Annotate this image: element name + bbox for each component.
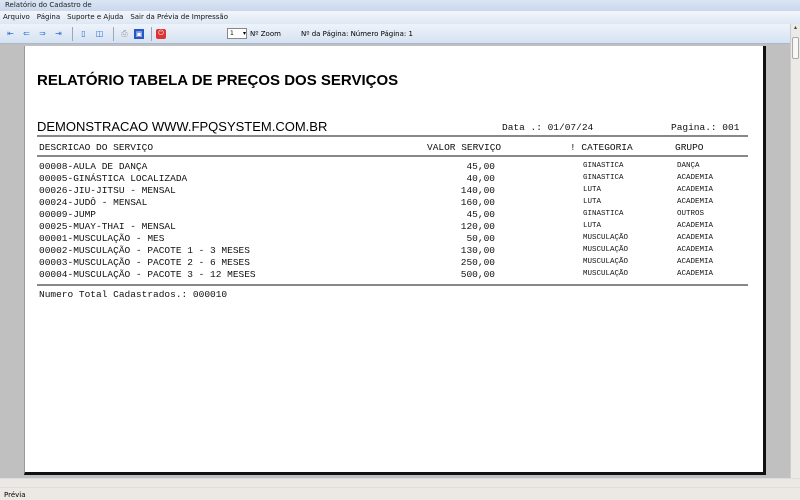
first-page-icon[interactable]: ⇤ (7, 29, 14, 38)
two-pages-icon[interactable]: ◫ (95, 29, 104, 38)
row-grupo: ACADEMIA (677, 246, 714, 254)
row-valor: 45,00 (466, 209, 495, 220)
horizontal-scrollbar[interactable] (0, 478, 800, 487)
zoom-value: 1 (230, 30, 234, 37)
report-page-number: Pagina.: 001 (671, 122, 740, 133)
row-categoria: LUTA (583, 186, 602, 194)
row-grupo: OUTROS (677, 210, 705, 218)
report-page: RELATÓRIO TABELA DE PREÇOS DOS SERVIÇOS … (24, 46, 766, 475)
row-valor: 140,00 (460, 185, 495, 196)
row-grupo: DANÇA (677, 162, 700, 170)
status-bar: Prévia (0, 487, 800, 500)
header-grupo: GRUPO (675, 142, 704, 153)
row-categoria: GINASTICA (583, 210, 624, 218)
next-page-icon[interactable]: ⇒ (39, 29, 46, 38)
row-desc: 00002-MUSCULAÇÃO - PACOTE 1 - 3 MESES (39, 245, 250, 256)
row-categoria: GINASTICA (583, 162, 624, 170)
row-desc: 00003-MUSCULAÇÃO - PACOTE 2 - 6 MESES (39, 257, 250, 268)
divider (37, 135, 748, 137)
row-categoria: LUTA (583, 198, 602, 206)
scroll-thumb[interactable] (792, 37, 799, 59)
zoom-select[interactable]: 1 ▾ (227, 28, 247, 39)
export-icon[interactable]: ▣ (134, 28, 144, 39)
toolbar: ⇤ ⇐ ⇒ ⇥ ▯ ◫ ⎙ ▣ ⏻ 1 ▾ Nº Zoom Nº da Págin… (0, 24, 800, 44)
row-grupo: ACADEMIA (677, 174, 714, 182)
close-icon[interactable]: ⏻ (156, 28, 166, 39)
divider (37, 155, 748, 157)
row-valor: 40,00 (466, 173, 495, 184)
row-grupo: ACADEMIA (677, 186, 714, 194)
row-categoria: MUSCULAÇÃO (583, 270, 629, 278)
page-number-label: Nº da Página: Número Página: 1 (300, 29, 413, 38)
row-desc: 00005-GINÁSTICA LOCALIZADA (39, 173, 188, 184)
zoom-label: Nº Zoom (250, 29, 281, 38)
separator (72, 26, 73, 41)
menu-bar: Arquivo Página Suporte e Ajuda Sair da P… (0, 11, 800, 24)
separator (151, 26, 152, 41)
chevron-down-icon: ▾ (242, 30, 246, 37)
row-valor: 50,00 (466, 233, 495, 244)
row-grupo: ACADEMIA (677, 198, 714, 206)
report-date: Data .: 01/07/24 (502, 122, 594, 133)
menu-sair[interactable]: Sair da Prévia de Impressão (130, 13, 228, 21)
menu-pagina[interactable]: Página (36, 13, 61, 21)
scroll-up-icon[interactable]: ▴ (793, 24, 797, 31)
header-desc: DESCRICAO DO SERVIÇO (39, 142, 154, 153)
row-valor: 130,00 (460, 245, 495, 256)
row-grupo: ACADEMIA (677, 234, 714, 242)
row-grupo: ACADEMIA (677, 258, 714, 266)
row-desc: 00026-JIU-JITSU - MENSAL (39, 185, 176, 196)
company-name: DEMONSTRACAO WWW.FPQSYSTEM.COM.BR (37, 119, 328, 134)
row-desc: 00009-JUMP (39, 209, 97, 220)
row-grupo: ACADEMIA (677, 222, 714, 230)
row-grupo: ACADEMIA (677, 270, 714, 278)
header-valor: VALOR SERVIÇO (427, 142, 502, 153)
menu-arquivo[interactable]: Arquivo (3, 13, 30, 21)
last-page-icon[interactable]: ⇥ (55, 29, 62, 38)
row-valor: 45,00 (466, 161, 495, 172)
row-categoria: LUTA (583, 222, 602, 230)
print-icon[interactable]: ⎙ (121, 28, 128, 38)
header-categoria: ! CATEGORIA (570, 142, 633, 153)
row-desc: 00008-AULA DE DANÇA (39, 161, 148, 172)
row-categoria: GINASTICA (583, 174, 624, 182)
row-valor: 160,00 (460, 197, 495, 208)
total-count: Numero Total Cadastrados.: 000010 (39, 289, 228, 300)
row-categoria: MUSCULAÇÃO (583, 258, 629, 266)
row-valor: 120,00 (460, 221, 495, 232)
preview-area: RELATÓRIO TABELA DE PREÇOS DOS SERVIÇOS … (0, 44, 790, 478)
window-title: Relatório do Cadastro de (0, 0, 800, 11)
single-page-icon[interactable]: ▯ (81, 29, 86, 38)
row-categoria: MUSCULAÇÃO (583, 246, 629, 254)
row-valor: 500,00 (460, 269, 495, 280)
vertical-scrollbar[interactable]: ▴ (790, 24, 800, 478)
prev-page-icon[interactable]: ⇐ (23, 29, 30, 38)
separator (113, 26, 114, 41)
row-desc: 00025-MUAY-THAI - MENSAL (39, 221, 176, 232)
row-desc: 00024-JUDÔ - MENSAL (39, 197, 148, 208)
row-valor: 250,00 (460, 257, 495, 268)
divider (37, 284, 748, 286)
row-desc: 00004-MUSCULAÇÃO - PACOTE 3 - 12 MESES (39, 269, 256, 280)
row-categoria: MUSCULAÇÃO (583, 234, 629, 242)
row-desc: 00001-MUSCULAÇÃO - MES (39, 233, 165, 244)
report-title: RELATÓRIO TABELA DE PREÇOS DOS SERVIÇOS (37, 72, 399, 89)
menu-suporte[interactable]: Suporte e Ajuda (67, 13, 124, 21)
